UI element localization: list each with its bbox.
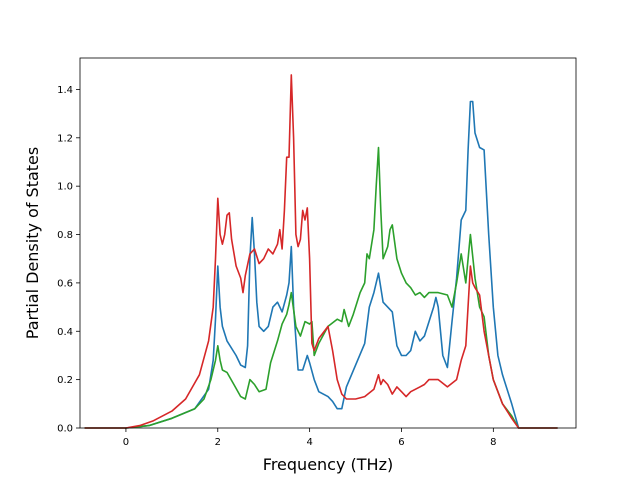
series-line-1 <box>84 100 558 429</box>
x-tick-label: 0 <box>123 437 129 448</box>
x-axis-label: Frequency (THz) <box>263 455 393 474</box>
x-tick-label: 8 <box>490 437 496 448</box>
x-tick-label: 2 <box>215 437 221 448</box>
plot-frame <box>79 57 577 429</box>
y-tick-label: 1.0 <box>57 182 73 193</box>
y-tick-label: 0.8 <box>57 230 73 241</box>
x-axis-ticks: 0 2 4 6 8 <box>123 428 497 448</box>
y-tick-label: 1.4 <box>57 85 73 96</box>
y-tick-label: 1.2 <box>57 133 73 144</box>
y-tick-label: 0.4 <box>57 327 73 338</box>
y-axis-ticks: 0.0 0.2 0.4 0.6 0.8 1.0 1.2 1.4 <box>57 85 80 435</box>
series-line-3 <box>84 74 558 429</box>
series-line-2 <box>84 146 558 429</box>
y-tick-label: 0.0 <box>57 424 73 435</box>
x-tick-label: 6 <box>398 437 404 448</box>
y-axis-label: Partial Density of States <box>23 147 42 339</box>
y-tick-label: 0.6 <box>57 278 73 289</box>
series-lines <box>84 74 558 429</box>
x-tick-label: 4 <box>306 437 312 448</box>
y-tick-label: 0.2 <box>57 375 73 386</box>
